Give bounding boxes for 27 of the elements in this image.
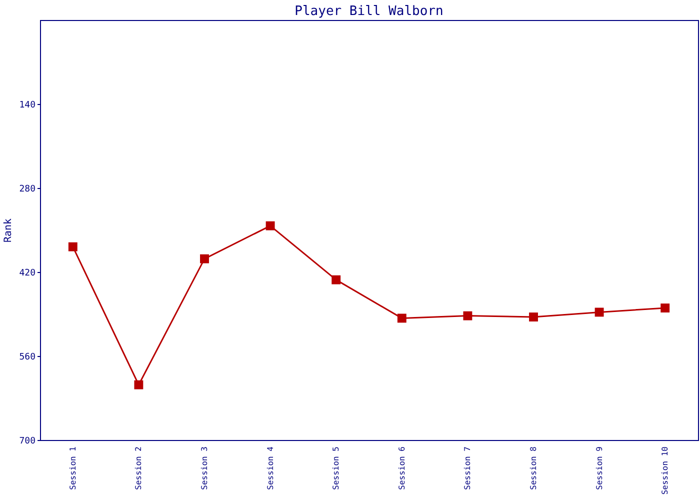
point [529,312,538,322]
x-tick-label: Session 8 [529,446,538,490]
point [266,221,275,230]
point [134,380,144,390]
x-tick-label: Session 2 [134,446,144,490]
point [68,242,78,252]
y-axis-title: Rank [3,218,14,243]
x-tick-label: Session 10 [660,446,670,495]
chart-title: Player Bill Walborn [294,4,444,19]
x-tick-label: Session 9 [594,446,604,490]
x-tick-label: Session 7 [463,446,472,490]
y-tick-label: 560 [19,352,36,362]
x-tick-label: Session 3 [200,446,209,490]
point [397,314,406,323]
x-tick-label: Session 6 [397,446,406,490]
y-tick-label: 420 [19,268,36,278]
point [200,254,209,264]
x-tick-label: Session 5 [332,446,341,490]
y-tick-label: 700 [19,436,36,446]
x-tick-label: Session 1 [68,446,78,490]
y-tick-label: 140 [19,100,36,110]
point [332,275,341,284]
x-tick-label: Session 4 [266,446,275,490]
point [463,311,472,320]
point [594,308,604,317]
y-tick-label: 280 [19,184,36,194]
point [660,304,670,312]
